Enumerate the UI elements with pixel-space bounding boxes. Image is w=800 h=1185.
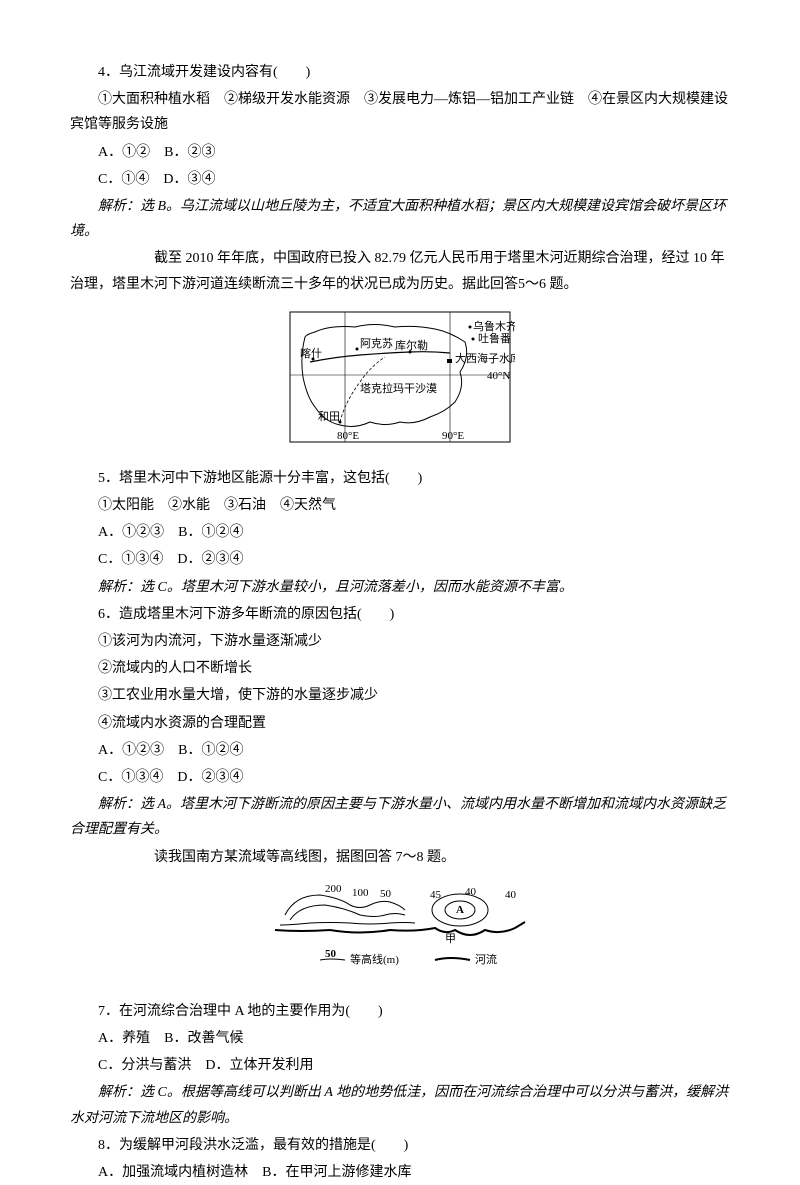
- q4-options-line: ①大面积种植水稻 ②梯级开发水能资源 ③发展电力—炼铝—铝加工产业链 ④在景区内…: [70, 87, 730, 137]
- map2-figure: 200 100 50 45 40 40 A 甲 50 等高线(m) 河流: [70, 880, 730, 989]
- q4-cd: C．①④ D．③④: [70, 167, 730, 192]
- contour-50-upper: [280, 922, 415, 925]
- lon90-label: 90°E: [442, 430, 464, 442]
- q8-ab: A．加强流域内植树造林 B．在甲河上游修建水库: [70, 1160, 730, 1185]
- q6-opt2: ②流域内的人口不断增长: [70, 656, 730, 681]
- akesu-label: 阿克苏: [360, 337, 393, 350]
- contour-40b-label: 40: [505, 889, 517, 901]
- q6-opt3: ③工农业用水量大增，使下游的水量逐步减少: [70, 683, 730, 708]
- q6-opt4: ④流域内水资源的合理配置: [70, 711, 730, 736]
- kuerle-label: 库尔勒: [395, 339, 428, 352]
- contour-100: [290, 905, 405, 920]
- q7-cd: C．分洪与蓄洪 D．立体开发利用: [70, 1053, 730, 1078]
- q6-C: C．①③④: [98, 770, 163, 785]
- pointA-label: A: [456, 904, 464, 916]
- desert-label: 塔克拉玛干沙漠: [360, 381, 437, 395]
- q8-A: A．加强流域内植树造林: [98, 1165, 248, 1180]
- q4-analysis: 解析：选 B。乌江流域以山地丘陵为主，不适宜大面积种植水稻；景区内大规模建设宾馆…: [70, 194, 730, 244]
- reservoir-label: 大西海子水库: [455, 351, 515, 365]
- q7-A: A．养殖: [98, 1031, 150, 1046]
- q8-stem: 8．为缓解甲河段洪水泛滥，最有效的措施是( ): [70, 1133, 730, 1158]
- kashi-label: 喀什: [300, 347, 322, 360]
- q5-stem: 5．塔里木河中下游地区能源十分丰富，这包括( ): [70, 466, 730, 491]
- q7-analysis: 解析：选 C。根据等高线可以判断出 A 地的地势低洼，因而在河流综合治理中可以分…: [70, 1080, 730, 1130]
- q4-A: A．①②: [98, 145, 150, 160]
- contour-200-label: 200: [325, 883, 342, 895]
- contour-50-label: 50: [380, 888, 392, 900]
- q5-B: B．①②④: [178, 525, 243, 540]
- q5-analysis: 解析：选 C。塔里木河下游水量较小，且河流落差小，因而水能资源不丰富。: [70, 575, 730, 600]
- legend-contour-text: 等高线(m): [350, 952, 399, 966]
- lat40-label: 40°N: [487, 370, 510, 382]
- passage56-intro: 截至 2010 年年底，中国政府已投入 82.79 亿元人民币用于塔里木河近期综…: [70, 246, 730, 296]
- q6-A: A．①②③: [98, 743, 164, 758]
- contour-45-label: 45: [430, 889, 442, 901]
- q5-A: A．①②③: [98, 525, 164, 540]
- map1-figure: 喀什 阿克苏 库尔勒 和田 乌鲁木齐 吐鲁番 大西海子水库 塔克拉玛干沙漠 80…: [70, 307, 730, 456]
- q4-B: B．②③: [164, 145, 215, 160]
- q5-C: C．①③④: [98, 552, 163, 567]
- q8-B: B．在甲河上游修建水库: [262, 1165, 411, 1180]
- wulumuqi-dot: [469, 325, 472, 328]
- tulufan-label: 吐鲁番: [478, 331, 511, 345]
- q5-options-line: ①太阳能 ②水能 ③石油 ④天然气: [70, 493, 730, 518]
- q4-C: C．①④: [98, 172, 149, 187]
- akesu-dot: [356, 347, 359, 350]
- legend-river-text: 河流: [475, 952, 497, 966]
- q6-D: D．②③④: [177, 770, 243, 785]
- hetian-label: 和田: [318, 410, 340, 423]
- q7-B: B．改善气候: [164, 1031, 243, 1046]
- q7-ab: A．养殖 B．改善气候: [70, 1026, 730, 1051]
- passage78-intro: 读我国南方某流域等高线图，据图回答 7～8 题。: [70, 845, 730, 870]
- map1-svg: 喀什 阿克苏 库尔勒 和田 乌鲁木齐 吐鲁番 大西海子水库 塔克拉玛干沙漠 80…: [285, 307, 515, 447]
- contour-40-label: 40: [465, 886, 477, 898]
- q5-ab: A．①②③ B．①②④: [70, 520, 730, 545]
- q4-stem: 4．乌江流域开发建设内容有( ): [70, 60, 730, 85]
- q7-stem: 7．在河流综合治理中 A 地的主要作用为( ): [70, 999, 730, 1024]
- q4-ab: A．①② B．②③: [70, 140, 730, 165]
- pointJia-label: 甲: [445, 933, 456, 945]
- wulumuqi-label: 乌鲁木齐: [473, 319, 515, 333]
- river-main: [275, 922, 525, 935]
- q5-cd: C．①③④ D．②③④: [70, 547, 730, 572]
- q4-D: D．③④: [163, 172, 215, 187]
- q7-D: D．立体开发利用: [205, 1058, 313, 1073]
- q6-cd: C．①③④ D．②③④: [70, 765, 730, 790]
- q6-analysis: 解析：选 A。塔里木河下游断流的原因主要与下游水量小、流域内用水量不断增加和流域…: [70, 792, 730, 842]
- lon80-label: 80°E: [337, 430, 359, 442]
- q6-stem: 6．造成塔里木河下游多年断流的原因包括( ): [70, 602, 730, 627]
- tulufan-dot: [472, 337, 475, 340]
- contour-100-label: 100: [352, 887, 369, 899]
- q6-opt1: ①该河为内流河，下游水量逐渐减少: [70, 629, 730, 654]
- map2-svg: 200 100 50 45 40 40 A 甲 50 等高线(m) 河流: [270, 880, 530, 980]
- q7-C: C．分洪与蓄洪: [98, 1058, 191, 1073]
- legend-contour-num: 50: [325, 948, 337, 960]
- legend-river-line: [435, 958, 470, 960]
- q6-B: B．①②④: [178, 743, 243, 758]
- q5-D: D．②③④: [177, 552, 243, 567]
- reservoir-dot: [447, 359, 452, 363]
- q6-ab: A．①②③ B．①②④: [70, 738, 730, 763]
